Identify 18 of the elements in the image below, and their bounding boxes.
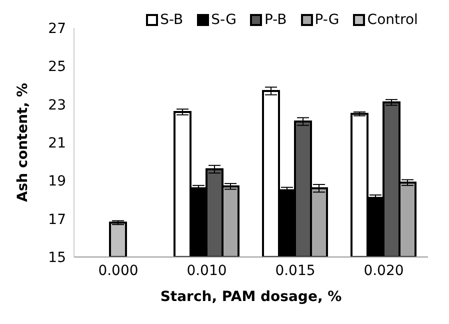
x-axis-title: Starch, PAM dosage, %: [160, 288, 342, 305]
legend-label: P-B: [264, 12, 287, 28]
legend-label: Control: [367, 12, 418, 28]
y-tick-label: 27: [48, 20, 66, 37]
x-tick-label: 0.000: [98, 262, 138, 279]
y-tick-label: 15: [48, 250, 66, 266]
x-tick-label: 0.015: [275, 262, 316, 279]
y-tick-label: 23: [48, 97, 66, 114]
x-tick-label: 0.010: [186, 262, 227, 279]
legend-label: P-G: [314, 12, 340, 28]
y-axis-title: Ash content, %: [14, 83, 31, 202]
y-tick-label: 21: [48, 135, 66, 152]
x-tick-label: 0.020: [364, 262, 404, 279]
y-tick-label: 17: [48, 212, 66, 228]
y-tick-label: 25: [48, 59, 66, 76]
legend-label: S-G: [211, 12, 236, 28]
y-tick-label: 19: [48, 174, 66, 190]
legend-label: S-B: [160, 12, 184, 28]
